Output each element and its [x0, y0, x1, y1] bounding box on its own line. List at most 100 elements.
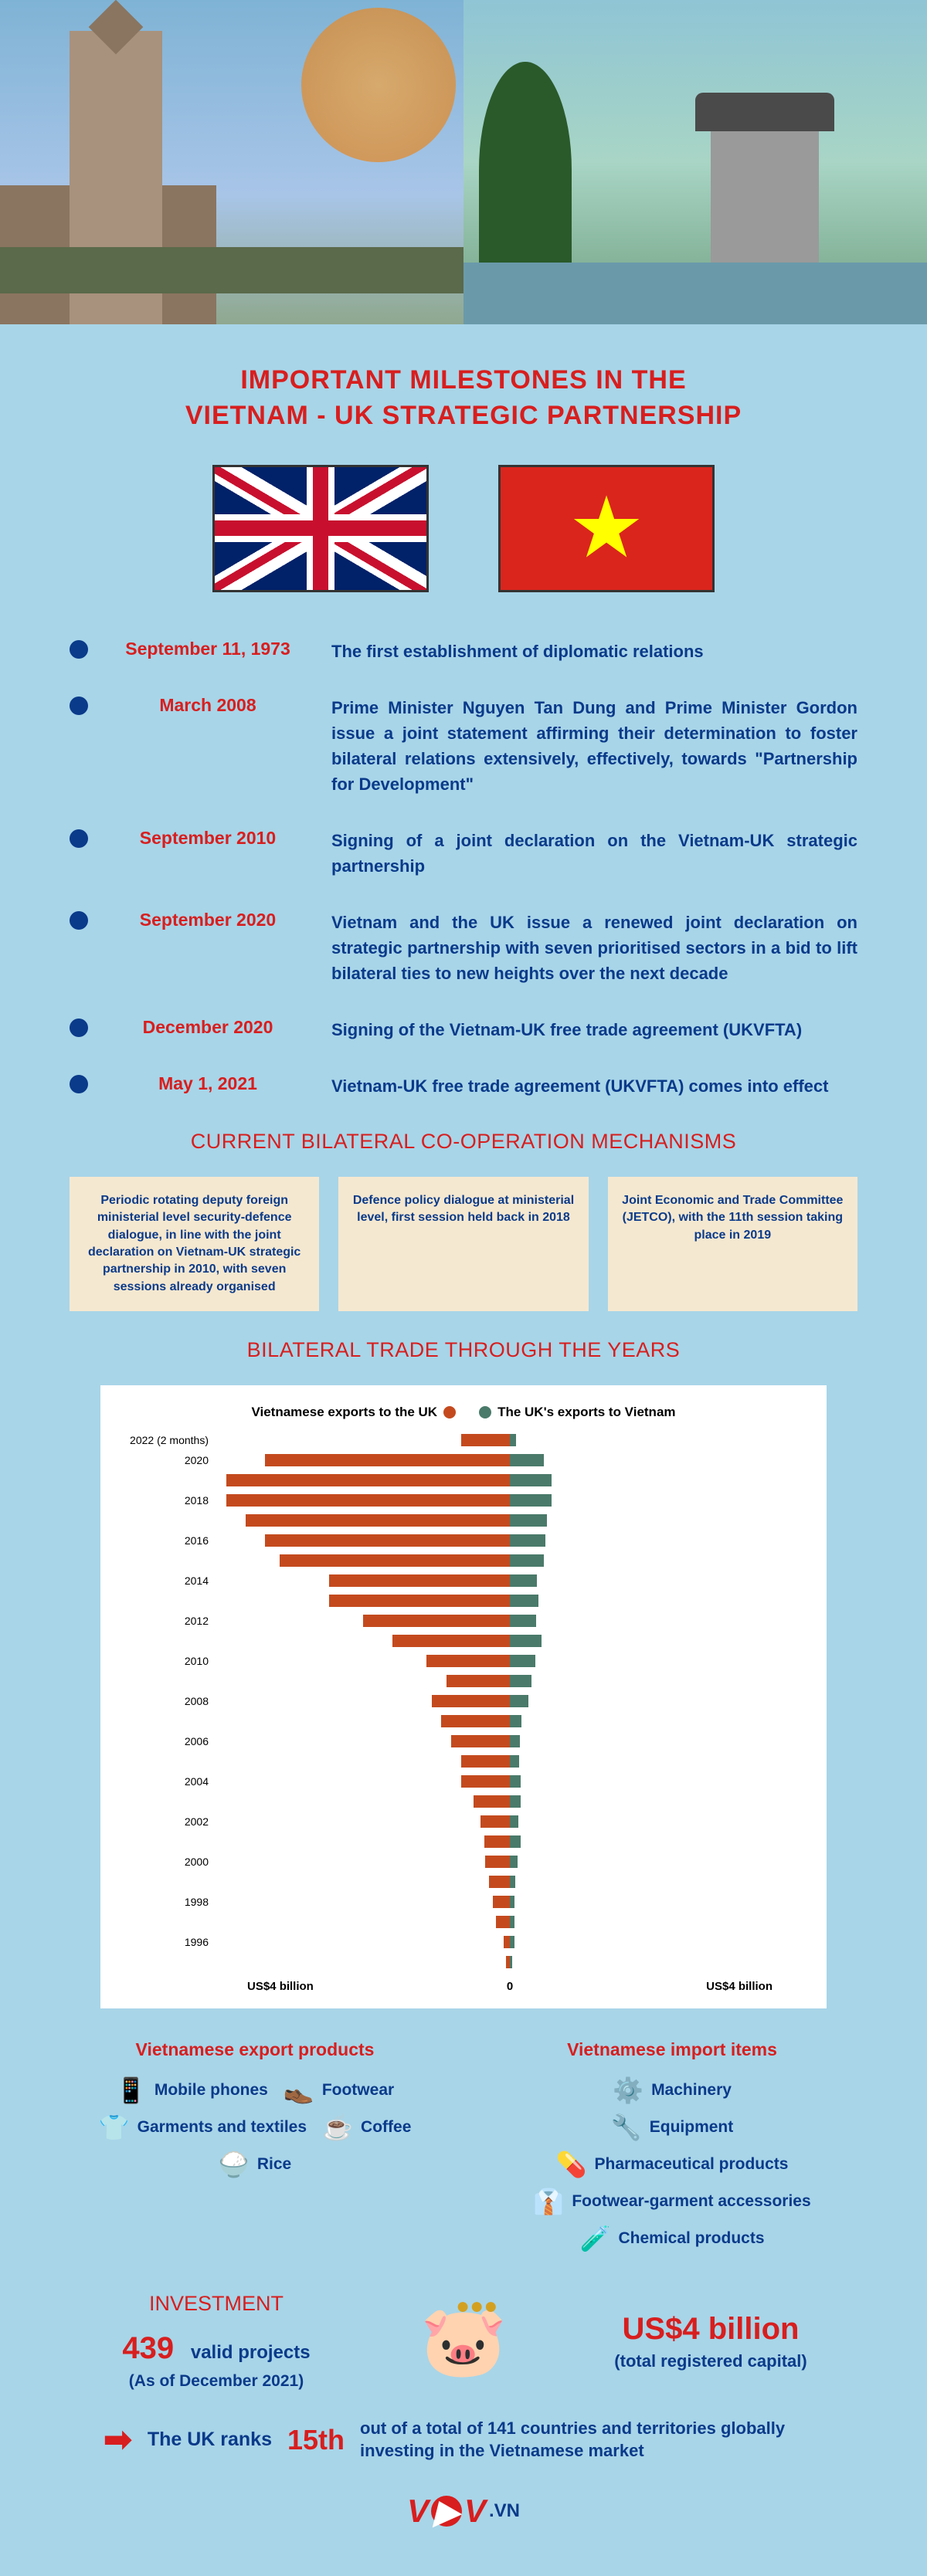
bar-row	[216, 1873, 803, 1890]
export-bar	[485, 1856, 510, 1868]
projects-number: 439	[122, 2331, 174, 2365]
product-label: Mobile phones	[154, 2081, 268, 2100]
investment-title: INVESTMENT	[70, 2292, 363, 2316]
y-tick-label: 2010	[124, 1652, 209, 1673]
export-bar	[504, 1936, 510, 1948]
rank-row: ➡ The UK ranks 15th out of a total of 14…	[70, 2418, 857, 2462]
x-label-center: 0	[507, 1980, 513, 1993]
mechanism-box: Joint Economic and Trade Committee (JETC…	[608, 1177, 857, 1311]
mechanism-box: Periodic rotating deputy foreign ministe…	[70, 1177, 319, 1311]
product-icon: 👞	[284, 2076, 314, 2105]
product-item: 👔Footwear-garment accessories	[487, 2187, 857, 2216]
legend-label-imports: The UK's exports to Vietnam	[497, 1405, 675, 1420]
import-bar	[510, 1835, 521, 1848]
bar-row	[216, 1954, 803, 1971]
bars-area	[216, 1432, 803, 1974]
product-label: Chemical products	[618, 2229, 764, 2248]
product-label: Rice	[257, 2155, 291, 2174]
turtle-tower	[695, 93, 834, 263]
import-bar	[510, 1655, 535, 1667]
product-item: ☕Coffee	[322, 2113, 411, 2142]
legend-exports: Vietnamese exports to the UK	[251, 1405, 456, 1420]
rank-number: 15th	[287, 2424, 345, 2456]
timeline-date: September 11, 1973	[107, 639, 308, 659]
trade-title: BILATERAL TRADE THROUGH THE YEARS	[70, 1338, 857, 1362]
bullet-icon	[70, 697, 88, 715]
product-icon: 🧪	[579, 2224, 610, 2253]
product-item: 🧪 Chemical products	[487, 2224, 857, 2253]
import-bar	[510, 1494, 552, 1507]
timeline-date: September 2010	[107, 828, 308, 849]
imports-column: Vietnamese import items ⚙️Machinery🔧Equi…	[487, 2039, 857, 2253]
y-tick-label: 2002	[124, 1813, 209, 1833]
y-tick-label: 1996	[124, 1934, 209, 1954]
logo-v2: V	[464, 2493, 486, 2530]
bar-row	[216, 1452, 803, 1469]
y-tick-label: 2020	[124, 1452, 209, 1472]
y-tick-label	[124, 1713, 209, 1733]
bar-row	[216, 1893, 803, 1910]
product-icon: 👕	[99, 2113, 130, 2142]
product-item: 🔧Equipment	[487, 2113, 857, 2142]
product-icon: 📱	[116, 2076, 147, 2105]
y-tick-label	[124, 1592, 209, 1612]
products-section: Vietnamese export products 📱 Mobile phone…	[70, 2039, 857, 2253]
export-bar	[226, 1494, 510, 1507]
product-item: 👕 Garments and textiles	[99, 2113, 307, 2142]
export-bar	[480, 1815, 510, 1828]
import-bar	[510, 1675, 531, 1687]
import-bar	[510, 1755, 519, 1768]
timeline-row: March 2008 Prime Minister Nguyen Tan Dun…	[70, 695, 857, 797]
product-icon: 💊	[556, 2150, 587, 2179]
timeline-desc: Vietnam and the UK issue a renewed joint…	[308, 910, 857, 986]
logo-row: V ▶ V .VN	[70, 2493, 857, 2530]
export-bar	[392, 1635, 510, 1647]
y-tick-label	[124, 1632, 209, 1652]
bar-row	[216, 1632, 803, 1649]
export-bar	[363, 1615, 510, 1627]
import-bar	[510, 1635, 542, 1647]
product-label: Garments and textiles	[138, 2118, 307, 2137]
import-bar	[510, 1775, 521, 1788]
bar-row	[216, 1853, 803, 1870]
y-tick-label: 2018	[124, 1492, 209, 1512]
y-tick-label	[124, 1512, 209, 1532]
bar-row	[216, 1913, 803, 1930]
chart-body: 2022 (2 months)2020201820162014201220102…	[124, 1432, 803, 1974]
play-icon: ▶	[431, 2496, 462, 2527]
export-bar	[496, 1916, 510, 1928]
piggy-bank-icon: ●●● 🐷	[386, 2301, 541, 2382]
import-bar	[510, 1795, 521, 1808]
bar-row	[216, 1512, 803, 1529]
vietnam-star-icon: ★	[569, 486, 645, 571]
legend-label-exports: Vietnamese exports to the UK	[251, 1405, 437, 1420]
import-bar	[510, 1514, 547, 1527]
bar-row	[216, 1652, 803, 1669]
export-bar	[329, 1574, 510, 1587]
vov-logo: V ▶ V .VN	[407, 2493, 520, 2530]
tree	[479, 62, 572, 278]
main-title: IMPORTANT MILESTONES IN THE VIETNAM - UK…	[70, 363, 857, 434]
product-icon: ⚙️	[613, 2076, 643, 2105]
y-tick-label	[124, 1873, 209, 1893]
y-tick-label	[124, 1793, 209, 1813]
y-tick-label: 2022 (2 months)	[124, 1432, 209, 1452]
swatch-exports	[443, 1406, 456, 1418]
bar-row	[216, 1673, 803, 1690]
hoan-kiem-lake	[464, 263, 927, 324]
timeline-row: September 2010 Signing of a joint declar…	[70, 828, 857, 879]
y-tick-label: 1998	[124, 1893, 209, 1913]
exports-grid: 📱Mobile phones👞Footwear👕Garments and tex…	[70, 2076, 440, 2179]
export-bar	[280, 1554, 510, 1567]
export-bar	[265, 1454, 510, 1466]
y-tick-label: 2016	[124, 1532, 209, 1552]
y-tick-label	[124, 1673, 209, 1693]
exports-title: Vietnamese export products	[70, 2039, 440, 2060]
bar-row	[216, 1612, 803, 1629]
x-label-left: US$4 billion	[216, 1980, 510, 1993]
product-label: Pharmaceutical products	[595, 2155, 789, 2174]
import-bar	[510, 1434, 516, 1446]
imports-grid: ⚙️Machinery🔧Equipment💊Pharmaceutical pro…	[487, 2076, 857, 2253]
rank-prefix: The UK ranks	[148, 2429, 272, 2451]
timeline-desc: Signing of the Vietnam-UK free trade agr…	[308, 1017, 857, 1042]
